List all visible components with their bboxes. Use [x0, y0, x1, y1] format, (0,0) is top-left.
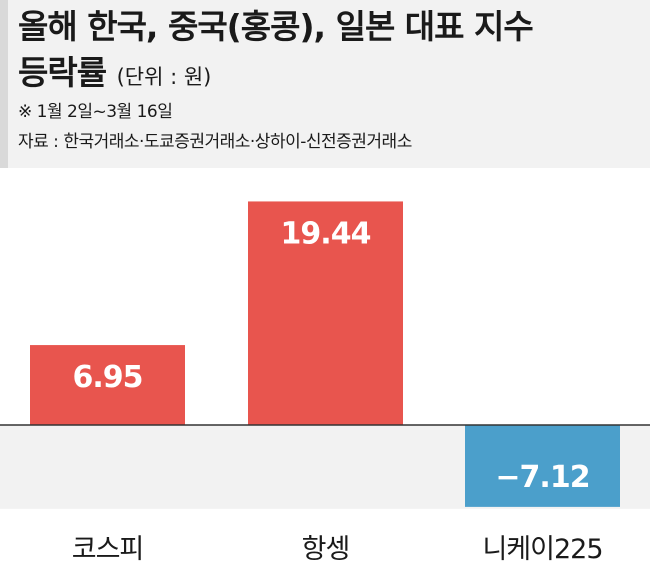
- chart-title-line2: 등락률: [18, 53, 107, 92]
- category-label-3: 니케이225: [482, 534, 602, 565]
- category-label-1: 코스피: [72, 534, 144, 565]
- unit-label: (단위 : 원): [116, 65, 212, 89]
- category-labels: 코스피 항셍 니케이225: [72, 534, 604, 565]
- value-label-1: 6.95: [72, 360, 142, 395]
- bar-3: [465, 425, 620, 507]
- category-label-2: 항셍: [302, 534, 350, 565]
- value-label-2: 19.44: [281, 216, 371, 251]
- chart-title-line1: 올해 한국, 중국(홍콩), 일본 대표 지수: [18, 7, 534, 46]
- bars: [30, 201, 620, 507]
- source-note: 자료 : 한국거래소·도쿄증권거래소·상하이-신전증권거래소: [18, 132, 412, 152]
- header-panel: [0, 0, 650, 168]
- value-labels: 6.95 19.44 −7.12: [72, 216, 590, 495]
- value-label-3: −7.12: [495, 460, 589, 495]
- chart-title: 올해 한국, 중국(홍콩), 일본 대표 지수 등락률 (단위 : 원): [18, 4, 648, 100]
- header-accent-bar: [0, 0, 8, 168]
- bar-2: [248, 201, 403, 425]
- bar-1: [30, 345, 185, 425]
- date-range-note: ※ 1월 2일~3월 16일: [18, 102, 173, 122]
